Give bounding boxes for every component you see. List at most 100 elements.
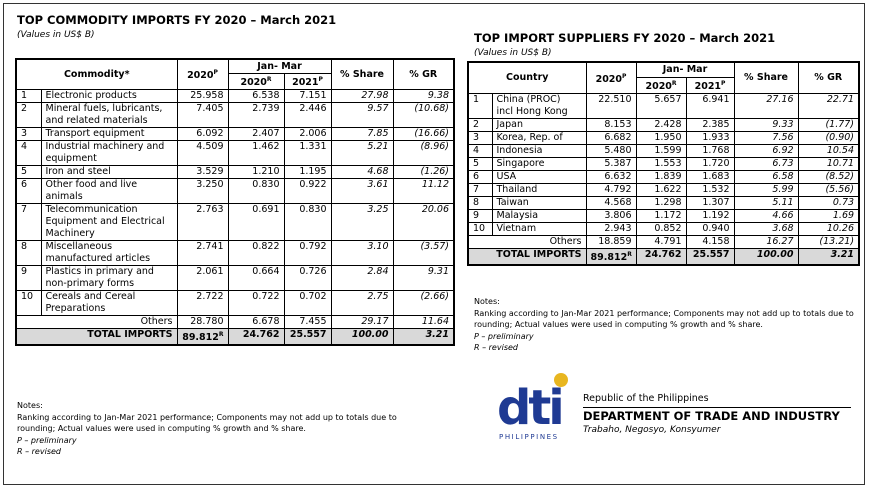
row-growth: (10.68) (392, 102, 455, 129)
row-name: Industrial machinery and equipment (41, 140, 177, 167)
row-janmar-2021: 1.192 (685, 209, 735, 224)
table-row: 10 Vietnam 2.943 0.852 0.940 3.68 10.26 (468, 222, 860, 237)
republic-label: Republic of the Philippines (583, 393, 709, 404)
row-share: 2.75 (330, 290, 394, 317)
header-gr: % GR (392, 58, 455, 91)
row-value-2020: 22.510 (585, 93, 637, 120)
row-share: 5.99 (733, 183, 799, 198)
table-row: 10 Cereals and Cereal Preparations 2.722 0.7… (16, 290, 455, 317)
table-row: 3 Transport equipment 6.092 2.407 2.006 7.85(… (16, 127, 455, 142)
row-value-2020: 2.722 (176, 290, 228, 317)
row-share: 9.57 (330, 102, 394, 129)
right-notes: Notes: Ranking according to Jan-Mar 2021… (474, 296, 854, 354)
row-janmar-2021: 0.726 (283, 265, 332, 292)
row-rank: 8 (468, 196, 493, 211)
row-value-2020: 3.806 (585, 209, 637, 224)
table-row: 5 Iron and steel 3.529 1.210 1.195 4.68 (1.26) (16, 165, 455, 180)
table-row: 9 Plastics in primary and non-primary form… (16, 265, 455, 292)
logo-text: dti (497, 380, 562, 436)
row-janmar-2021: 0.922 (283, 178, 332, 205)
row-growth: 1.69 (797, 209, 860, 224)
row-growth: 10.54 (797, 144, 860, 159)
row-growth: (3.57) (392, 240, 455, 267)
notes-line2: rounding; Actual values were used in com… (17, 424, 306, 433)
total-value-2020: 89.812R (585, 248, 637, 266)
right-title: TOP IMPORT SUPPLIERS FY 2020 – March 202… (474, 31, 776, 45)
row-rank: 5 (16, 165, 42, 180)
row-janmar-2021: 2.385 (685, 118, 735, 133)
others-janmar-2020: 4.791 (635, 235, 687, 249)
row-janmar-2020: 1.172 (635, 209, 687, 224)
row-growth: (5.56) (797, 183, 860, 198)
row-janmar-2021: 2.006 (283, 127, 332, 142)
total-growth: 3.21 (797, 248, 860, 266)
row-share: 3.61 (330, 178, 394, 205)
row-rank: 7 (468, 183, 493, 198)
notes-preliminary: P – preliminary (474, 331, 534, 341)
row-janmar-2021: 1.331 (283, 140, 332, 167)
row-share: 7.56 (733, 131, 799, 146)
logo-sun-icon (554, 373, 568, 387)
row-janmar-2020: 1.553 (635, 157, 687, 172)
row-janmar-2020: 1.298 (635, 196, 687, 211)
row-rank: 10 (16, 290, 42, 317)
row-growth: 11.12 (392, 178, 455, 205)
table-row: 9 Malaysia 3.806 1.172 1.192 4.66 1.69 (468, 209, 860, 224)
row-value-2020: 2.763 (176, 203, 228, 242)
header-jan-mar: Jan- Mar (635, 61, 735, 78)
row-rank: 8 (16, 240, 42, 267)
row-growth: 20.06 (392, 203, 455, 242)
import-suppliers-table: Country 2020P Jan- Mar % Share % GR 2020… (467, 61, 861, 267)
left-title: TOP COMMODITY IMPORTS FY 2020 – March 20… (17, 13, 337, 27)
others-janmar-2021: 4.158 (685, 235, 735, 249)
row-janmar-2021: 0.792 (283, 240, 332, 267)
total-row: TOTAL IMPORTS 89.812R 24.762 25.557 100.00 3.… (16, 328, 455, 346)
others-growth: 11.64 (392, 315, 455, 329)
row-value-2020: 2.061 (176, 265, 228, 292)
row-name: Indonesia (492, 144, 587, 159)
row-name: Taiwan (492, 196, 587, 211)
row-name: Electronic products (41, 89, 177, 104)
row-rank: 2 (468, 118, 493, 133)
row-janmar-2020: 1.622 (635, 183, 687, 198)
others-value-2020: 18.859 (585, 235, 637, 249)
header-2020: 2020P (176, 58, 229, 91)
row-rank: 4 (16, 140, 42, 167)
row-name: Malaysia (492, 209, 587, 224)
row-value-2020: 5.480 (585, 144, 637, 159)
row-janmar-2021: 1.195 (283, 165, 332, 180)
row-name: China (PROC) incl Hong Kong (492, 93, 587, 120)
row-name: Korea, Rep. of (492, 131, 587, 146)
others-label: Others (468, 235, 587, 249)
left-subtitle: (Values in US$ B) (17, 30, 95, 40)
row-name: Japan (492, 118, 587, 133)
row-janmar-2021: 1.532 (685, 183, 735, 198)
row-share: 3.10 (330, 240, 394, 267)
table-row: 6 Other food and live animals 3.250 0.830 0.9… (16, 178, 455, 205)
commodity-imports-table: Commodity* 2020P Jan- Mar % Share % GR 2… (15, 58, 456, 347)
row-rank: 9 (16, 265, 42, 292)
row-share: 4.66 (733, 209, 799, 224)
total-janmar-2020: 24.762 (227, 328, 284, 346)
row-share: 6.92 (733, 144, 799, 159)
row-name: Plastics in primary and non-primary forms (41, 265, 177, 292)
row-rank: 3 (468, 131, 493, 146)
row-share: 3.25 (330, 203, 394, 242)
row-value-2020: 5.387 (585, 157, 637, 172)
table-row: 1 China (PROC) incl Hong Kong 22.510 5.657 6.… (468, 93, 860, 120)
row-name: Telecommunication Equipment and Electrica… (41, 203, 177, 242)
table-row: 2 Japan 8.153 2.428 2.385 9.33 (1.77) (468, 118, 860, 133)
row-value-2020: 3.529 (176, 165, 228, 180)
row-name: Miscellaneous manufactured articles (41, 240, 177, 267)
header-jm-2020: 2020R (227, 72, 285, 91)
row-name: Other food and live animals (41, 178, 177, 205)
table-row: 1 Electronic products 25.958 6.538 7.151 27.9… (16, 89, 455, 104)
row-value-2020: 6.682 (585, 131, 637, 146)
row-growth: (2.66) (392, 290, 455, 317)
row-growth: 10.71 (797, 157, 860, 172)
total-janmar-2021: 25.557 (283, 328, 332, 346)
others-label: Others (16, 315, 177, 329)
table-row: 3 Korea, Rep. of 6.682 1.950 1.933 7.56 (0.90) (468, 131, 860, 146)
table-row: 8 Miscellaneous manufactured articles 2.741… (16, 240, 455, 267)
others-janmar-2021: 7.455 (283, 315, 332, 329)
